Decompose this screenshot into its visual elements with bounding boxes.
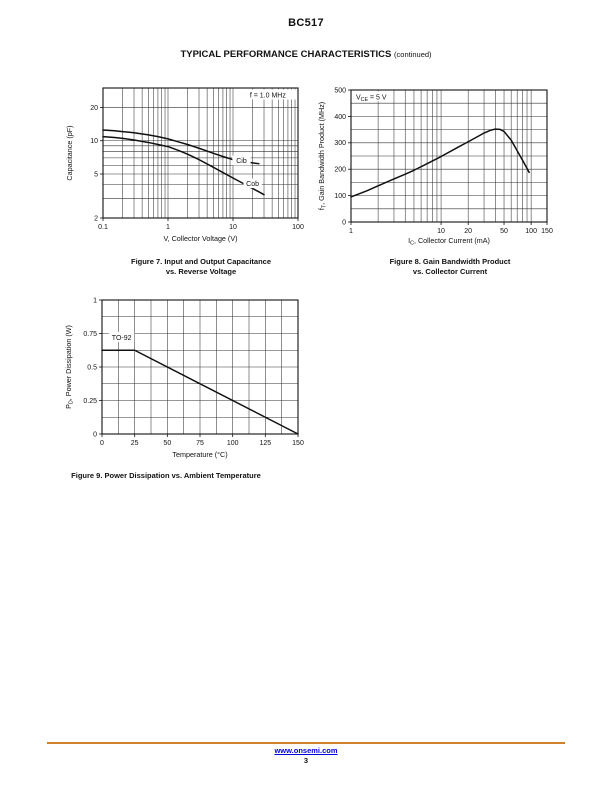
grid-lines xyxy=(351,90,547,222)
plot-border xyxy=(102,87,299,219)
svg-text:20: 20 xyxy=(90,105,98,112)
svg-text:5: 5 xyxy=(94,171,98,178)
svg-text:10: 10 xyxy=(90,138,98,145)
footer-link-row: www.onsemi.com xyxy=(0,746,612,755)
svg-text:150: 150 xyxy=(541,228,553,235)
svg-text:20: 20 xyxy=(464,228,472,235)
svg-text:0.5: 0.5 xyxy=(87,364,97,371)
figure7-caption-line2: vs. Reverse Voltage xyxy=(165,267,237,276)
svg-text:1: 1 xyxy=(349,228,353,235)
figure7-caption-line1: Figure 7. Input and Output Capacitance xyxy=(130,257,271,266)
svg-text:125: 125 xyxy=(259,440,271,447)
tick-labels: 0.1 1 10 100 2 5 10 20 xyxy=(90,105,304,231)
annotation-text: f = 1.0 MHz xyxy=(250,93,286,100)
figure8-caption: Figure 8. Gain Bandwidth Product vs. Col… xyxy=(320,257,580,277)
figure8-caption-line1: Figure 8. Gain Bandwidth Product xyxy=(389,257,511,266)
grid-lines xyxy=(103,88,298,218)
figure7-caption: Figure 7. Input and Output Capacitance v… xyxy=(70,257,332,277)
series-curve-Cob xyxy=(102,135,265,196)
page-number: 3 xyxy=(303,756,309,765)
grid-lines xyxy=(102,300,298,434)
figure9-caption-line1: Figure 9. Power Dissipation vs. Ambient … xyxy=(71,471,261,480)
section-heading: TYPICAL PERFORMANCE CHARACTERISTICS (con… xyxy=(0,49,612,60)
svg-text:100: 100 xyxy=(334,193,346,200)
svg-text:0.25: 0.25 xyxy=(83,398,97,405)
svg-text:1: 1 xyxy=(93,297,97,304)
svg-text:1: 1 xyxy=(166,224,170,231)
series-curve-fT xyxy=(350,128,530,198)
svg-text:400: 400 xyxy=(334,114,346,121)
footer-rule xyxy=(47,742,565,744)
svg-text:10: 10 xyxy=(229,224,237,231)
x-axis-label: IC, Collector Current (mA) xyxy=(408,236,490,247)
svg-text:0: 0 xyxy=(100,440,104,447)
svg-text:10: 10 xyxy=(437,228,445,235)
tick-labels: 1 10 20 50 100 150 0 100 200 300 400 500 xyxy=(334,87,553,235)
svg-text:75: 75 xyxy=(196,440,204,447)
section-heading-note: (continued) xyxy=(394,50,432,59)
svg-text:0.1: 0.1 xyxy=(98,224,108,231)
series-label-Cob: Cob xyxy=(246,181,259,188)
tick-labels: 0 25 50 75 100 125 150 0 0.25 0.5 0.75 1 xyxy=(83,297,304,447)
svg-text:25: 25 xyxy=(131,440,139,447)
y-axis-label: Capacitance (pF) xyxy=(65,125,74,180)
svg-text:50: 50 xyxy=(500,228,508,235)
svg-text:0: 0 xyxy=(93,431,97,438)
svg-text:100: 100 xyxy=(525,228,537,235)
onsemi-link[interactable]: www.onsemi.com xyxy=(274,746,338,755)
figure7-chart: 0.1 1 10 100 2 5 10 20 V, Collector Voltage (V) C… xyxy=(65,87,304,243)
figure9-caption: Figure 9. Power Dissipation vs. Ambient … xyxy=(52,471,280,481)
svg-text:0.75: 0.75 xyxy=(83,331,97,338)
y-axis-label: PD, Power Dissipation (W) xyxy=(64,325,75,409)
svg-text:50: 50 xyxy=(163,440,171,447)
annotation-text: TO-92 xyxy=(112,335,132,342)
figure8-chart: 1 10 20 50 100 150 0 100 200 300 400 500 IC, Collect… xyxy=(317,87,553,247)
svg-text:100: 100 xyxy=(227,440,239,447)
series-label-Cib: Cib xyxy=(236,158,247,165)
svg-text:300: 300 xyxy=(334,140,346,147)
svg-text:200: 200 xyxy=(334,167,346,174)
svg-text:2: 2 xyxy=(94,215,98,222)
part-number-title: BC517 xyxy=(288,17,324,29)
series-curve-PD xyxy=(101,349,299,435)
annotation-text: VCE = 5 V xyxy=(356,95,387,104)
section-heading-text: TYPICAL PERFORMANCE CHARACTERISTICS xyxy=(180,49,392,60)
x-axis-label: Temperature (°C) xyxy=(172,450,227,459)
y-axis-label: fT, Gain Bandwidth Product (MHz) xyxy=(317,102,328,210)
figure8-caption-line2: vs. Collector Current xyxy=(412,267,488,276)
x-axis-label: V, Collector Voltage (V) xyxy=(163,234,237,243)
plot-border xyxy=(350,89,548,223)
svg-text:500: 500 xyxy=(334,87,346,94)
svg-text:100: 100 xyxy=(292,224,304,231)
svg-text:0: 0 xyxy=(342,219,346,226)
svg-text:150: 150 xyxy=(292,440,304,447)
figure9-chart: 0 25 50 75 100 125 150 0 0.25 0.5 0.75 1 Temperature… xyxy=(64,297,304,459)
